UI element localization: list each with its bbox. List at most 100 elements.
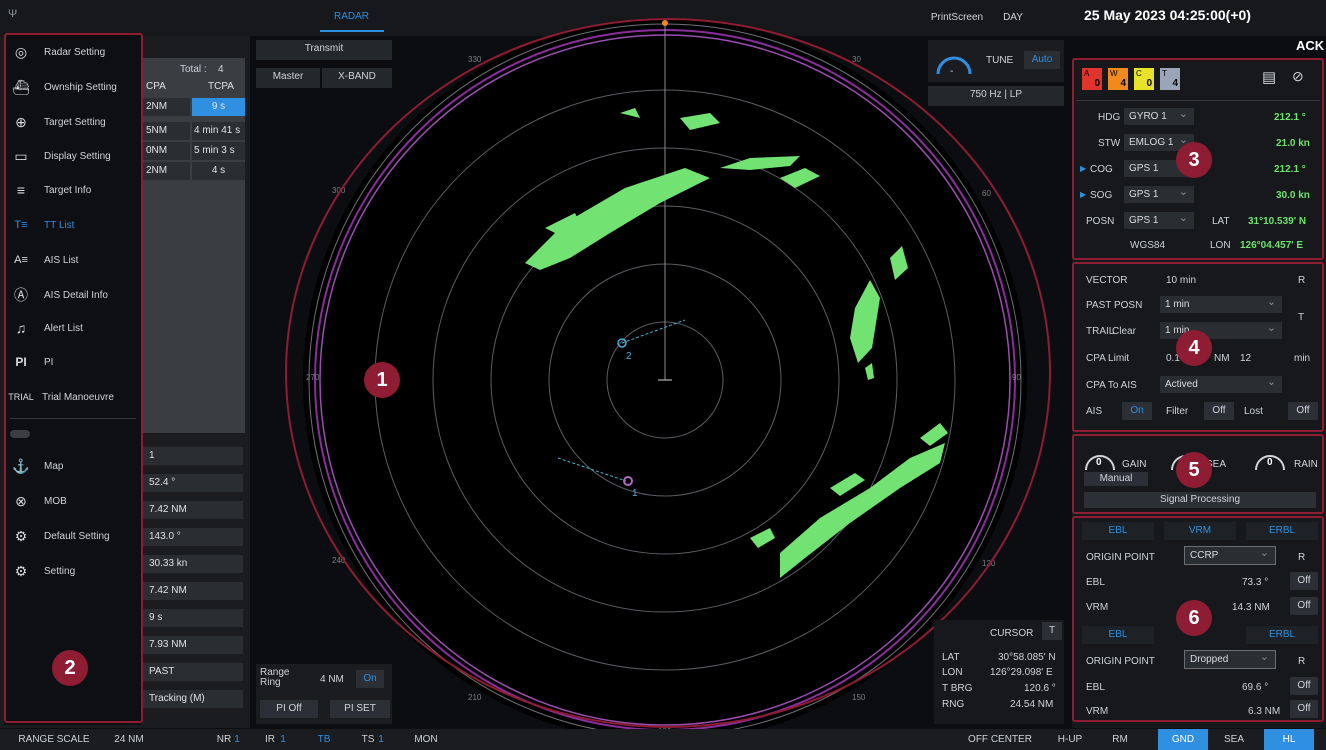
- target-info-7: 9 s: [143, 609, 243, 627]
- cpa-limit-value[interactable]: 0.1: [1166, 353, 1180, 364]
- ais-detail-icon: Ⓐ: [14, 287, 28, 303]
- filter-toggle[interactable]: Off: [1204, 402, 1234, 420]
- menu-alert-list[interactable]: ♫ Alert List: [10, 314, 83, 342]
- rain-dial-icon[interactable]: [1252, 444, 1288, 474]
- mute-icon[interactable]: ⊘: [1292, 68, 1304, 84]
- pi-set-button[interactable]: PI SET: [330, 700, 390, 718]
- sensor-stw-select[interactable]: EMLOG 1: [1124, 133, 1194, 151]
- nr-label[interactable]: NR: [216, 734, 232, 745]
- ebl2-ebl-toggle[interactable]: Off: [1290, 677, 1318, 695]
- sensor-sog-select[interactable]: GPS 1: [1124, 185, 1194, 203]
- menu-display-setting[interactable]: ▭ Display Setting: [10, 142, 110, 170]
- menu-trial-manoeuvre[interactable]: TRIAL Trial Manoeuvre: [4, 383, 114, 411]
- sensor-hdg-select[interactable]: GYRO 1: [1124, 107, 1194, 125]
- tb-button[interactable]: TB: [317, 734, 331, 745]
- ebl1-tab-ebl[interactable]: EBL: [1082, 522, 1154, 540]
- tt-row-1-cpa[interactable]: 2NM: [140, 98, 190, 116]
- menu-default-setting[interactable]: ⚙ Default Setting: [10, 522, 110, 550]
- tt-row-3-tcpa[interactable]: 5 min 3 s: [192, 142, 245, 160]
- trail-select[interactable]: 1 min: [1160, 321, 1282, 339]
- tt-row-2-tcpa[interactable]: 4 min 41 s: [192, 122, 245, 140]
- bearing-label-240: 240: [332, 556, 346, 565]
- ebl2-vrm-toggle[interactable]: Off: [1290, 700, 1318, 718]
- trail-clear[interactable]: Clear: [1112, 326, 1136, 337]
- tt-row-1-tcpa[interactable]: 9 s: [192, 98, 245, 116]
- menu-ais-detail-info[interactable]: Ⓐ AIS Detail Info: [10, 281, 108, 309]
- off-center-button[interactable]: OFF CENTER: [968, 734, 1032, 745]
- sensor-posn-label: POSN: [1086, 216, 1115, 227]
- lost-toggle[interactable]: Off: [1288, 402, 1318, 420]
- vector-r[interactable]: R: [1298, 275, 1306, 286]
- menu-target-setting[interactable]: ⊕ Target Setting: [10, 108, 106, 136]
- tt-row-2-cpa[interactable]: 5NM: [140, 122, 190, 140]
- document-icon[interactable]: ▤: [1262, 69, 1277, 86]
- ebl2-tab-ebl[interactable]: EBL: [1082, 626, 1154, 644]
- callout-4: 4: [1176, 330, 1212, 366]
- target-info-8: 7.93 NM: [143, 636, 243, 654]
- range-scale-value[interactable]: 24 NM: [114, 734, 144, 745]
- ebl1-origin-select[interactable]: CCRP: [1184, 546, 1276, 565]
- setting-icon: ⚙: [14, 562, 28, 579]
- range-ring-toggle[interactable]: On: [356, 670, 384, 688]
- gain-dial-icon[interactable]: [1082, 444, 1118, 474]
- menu-toggle[interactable]: [10, 430, 30, 438]
- rm-button[interactable]: RM: [1112, 734, 1128, 745]
- tt-row-4-tcpa[interactable]: 4 s: [192, 162, 245, 180]
- tcpa-limit-value[interactable]: 12: [1240, 353, 1252, 364]
- ir-label[interactable]: IR: [265, 734, 275, 745]
- ebl2-tab-erbl[interactable]: ERBL: [1246, 626, 1318, 644]
- ebl1-tab-erbl[interactable]: ERBL: [1246, 522, 1318, 540]
- menu-map[interactable]: ⚓ Map: [10, 452, 63, 480]
- menu-pi[interactable]: PI PI: [10, 348, 53, 376]
- ebl1-ebl-toggle[interactable]: Off: [1290, 572, 1318, 590]
- gnd-button[interactable]: GND: [1158, 729, 1208, 750]
- menu-label: TT List: [44, 219, 75, 231]
- ebl2-r[interactable]: R: [1298, 656, 1306, 667]
- menu-mob[interactable]: ⊗ MOB: [10, 487, 67, 515]
- ebl1-r[interactable]: R: [1298, 552, 1306, 563]
- signal-processing-button[interactable]: Signal Processing: [1084, 492, 1316, 508]
- cursor-brg-label: T BRG: [942, 683, 973, 694]
- ebl2-origin-select[interactable]: Dropped: [1184, 650, 1276, 669]
- menu-ais-list[interactable]: A≡ AIS List: [10, 246, 78, 274]
- pi-off-button[interactable]: PI Off: [260, 700, 318, 718]
- menu-ownship-setting[interactable]: ⛴ Ownship Setting: [10, 73, 117, 101]
- gain-label: GAIN: [1122, 459, 1147, 470]
- ebl1-vrm-toggle[interactable]: Off: [1290, 597, 1318, 615]
- day-button[interactable]: DAY: [1003, 12, 1023, 23]
- menu-radar-setting[interactable]: ◎ Radar Setting: [10, 38, 105, 66]
- status-bar: [0, 729, 1326, 750]
- transmit-button[interactable]: Transmit: [256, 40, 392, 60]
- hl-button[interactable]: HL: [1264, 729, 1314, 750]
- sensor-posn-select[interactable]: GPS 1: [1124, 211, 1194, 229]
- tune-freq: 750 Hz | LP: [928, 86, 1064, 106]
- menu-setting[interactable]: ⚙ Setting: [10, 557, 75, 585]
- past-posn-select[interactable]: 1 min: [1160, 295, 1282, 313]
- cpa-ais-select[interactable]: Actived: [1160, 375, 1282, 393]
- hup-button[interactable]: H-UP: [1057, 734, 1083, 745]
- ts-label[interactable]: TS: [361, 734, 375, 745]
- printscreen-button[interactable]: PrintScreen: [930, 12, 984, 23]
- tt-row-4-cpa[interactable]: 2NM: [140, 162, 190, 180]
- ack-button[interactable]: ACK: [1296, 38, 1325, 53]
- rain-value: 0: [1267, 457, 1273, 468]
- sea-button[interactable]: SEA: [1223, 734, 1244, 745]
- vector-value[interactable]: 10 min: [1166, 275, 1197, 286]
- sensor-sog-mark: ▶: [1080, 190, 1087, 199]
- sensor-stw-value: 21.0 kn: [1276, 138, 1310, 149]
- menu-target-info[interactable]: ≡ Target Info: [10, 176, 91, 204]
- ebl1-tab-vrm[interactable]: VRM: [1164, 522, 1236, 540]
- tune-dial-icon[interactable]: -: [934, 44, 974, 84]
- tt-row-3-cpa[interactable]: 0NM: [140, 142, 190, 160]
- vector-t[interactable]: T: [1298, 312, 1305, 323]
- cursor-mode[interactable]: T: [1042, 622, 1062, 640]
- tune-auto-button[interactable]: Auto: [1024, 51, 1060, 69]
- ais-toggle[interactable]: On: [1122, 402, 1152, 420]
- gain-manual-button[interactable]: Manual: [1084, 472, 1148, 486]
- mon-button[interactable]: MON: [414, 734, 438, 745]
- menu-tt-list[interactable]: T≡ TT List: [10, 211, 74, 239]
